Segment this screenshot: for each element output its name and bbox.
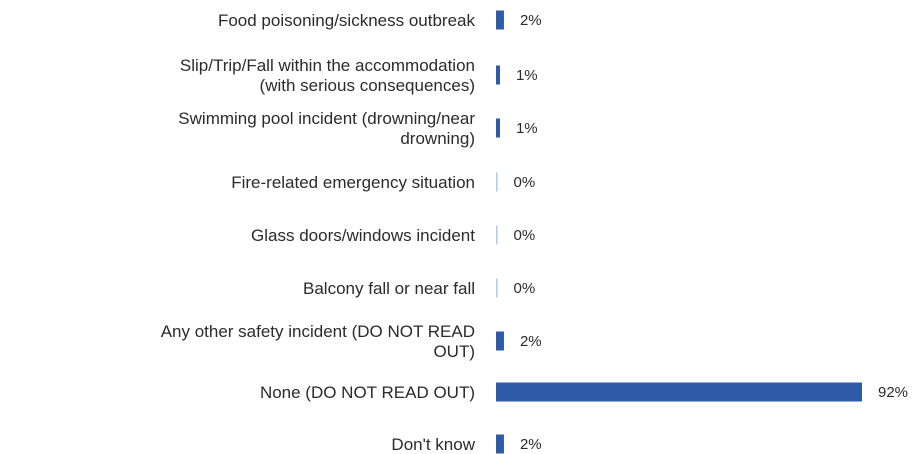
category-label: Balcony fall or near fall <box>303 279 475 298</box>
category-label: Food poisoning/sickness outbreak <box>218 11 476 30</box>
category-label-line: None (DO NOT READ OUT) <box>260 383 475 402</box>
category-labels: Food poisoning/sickness outbreak Slip/Tri… <box>161 11 476 454</box>
category-label-line: Fire-related emergency situation <box>231 173 475 192</box>
value-label: 92% <box>878 384 908 401</box>
bar <box>496 382 862 402</box>
value-label: 2% <box>520 333 542 350</box>
value-label: 1% <box>516 120 538 137</box>
bar <box>496 434 504 454</box>
bar <box>496 65 500 85</box>
value-label: 2% <box>520 12 542 29</box>
category-label: Glass doors/windows incident <box>251 226 475 245</box>
bar <box>496 118 500 138</box>
category-label-line: drowning) <box>400 129 475 148</box>
category-label-line: (with serious consequences) <box>260 76 475 95</box>
value-label: 0% <box>514 280 536 297</box>
category-label: Fire-related emergency situation <box>231 173 475 192</box>
bar <box>496 225 498 245</box>
category-label-line: Food poisoning/sickness outbreak <box>218 11 476 30</box>
category-label: Swimming pool incident (drowning/near dro… <box>178 109 475 148</box>
value-label: 0% <box>514 174 536 191</box>
bar <box>496 278 498 298</box>
category-label-line: Slip/Trip/Fall within the accommodation <box>180 56 475 75</box>
bar <box>496 172 498 192</box>
category-label: Slip/Trip/Fall within the accommodation(… <box>180 56 475 95</box>
category-label-line: Glass doors/windows incident <box>251 226 475 245</box>
bars <box>496 10 862 454</box>
category-label: Don't know <box>391 435 475 454</box>
bar <box>496 10 504 30</box>
category-label: None (DO NOT READ OUT) <box>260 383 475 402</box>
category-label: Any other safety incident (DO NOT READ OU… <box>161 322 475 361</box>
value-labels: 2% 1% 1% 0% 0% 0% 2% 92% 2% <box>514 12 909 453</box>
value-label: 2% <box>520 436 542 453</box>
category-label-line: Swimming pool incident (drowning/near <box>178 109 475 128</box>
value-label: 1% <box>516 67 538 84</box>
value-label: 0% <box>514 227 536 244</box>
bar <box>496 331 504 351</box>
category-label-line: Any other safety incident (DO NOT READ <box>161 322 475 341</box>
category-label-line: OUT) <box>433 342 475 361</box>
category-label-line: Don't know <box>391 435 475 454</box>
category-label-line: Balcony fall or near fall <box>303 279 475 298</box>
